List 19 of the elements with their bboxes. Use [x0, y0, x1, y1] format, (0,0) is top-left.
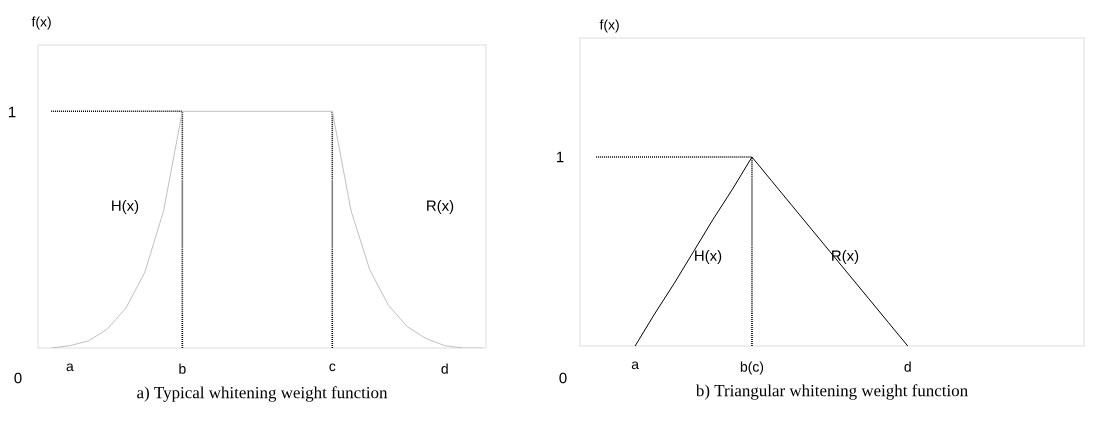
- annotation: R(x): [832, 250, 859, 264]
- y-axis-title: f(x): [599, 19, 619, 33]
- text: 0: [559, 372, 567, 384]
- annotation: H(x): [695, 250, 722, 264]
- x-tick-label: a: [66, 363, 74, 372]
- text: b) Triangular whitening weight function: [695, 384, 968, 400]
- text: a) Typical whitening weight function: [137, 386, 388, 402]
- text: 0: [14, 372, 22, 384]
- x-tick-label: b(c): [740, 361, 764, 375]
- x-tick-label: c: [329, 363, 336, 372]
- x-tick-label: d: [904, 361, 911, 372]
- text: 1: [556, 151, 564, 163]
- annotation: H(x): [112, 200, 139, 214]
- y-axis-title: f(x): [31, 16, 51, 30]
- x-tick-label: d: [441, 363, 448, 374]
- x-tick-label: a: [631, 361, 640, 370]
- annotation: R(x): [427, 200, 454, 214]
- x-tick-label: b: [179, 363, 186, 374]
- text: 1: [8, 106, 16, 118]
